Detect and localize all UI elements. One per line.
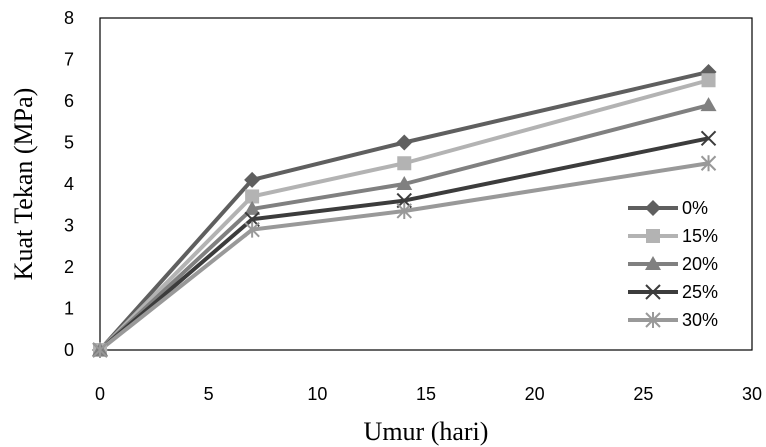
legend-marker <box>646 229 660 243</box>
series-line <box>98 136 709 352</box>
y-tick-label: 6 <box>64 91 74 111</box>
y-tick-label: 3 <box>64 216 74 236</box>
data-point <box>397 156 412 171</box>
y-tick-label: 8 <box>64 8 74 28</box>
legend-marker <box>645 312 661 328</box>
series-line <box>98 78 710 352</box>
x-tick-label: 0 <box>95 384 105 404</box>
x-tick-label: 30 <box>742 384 762 404</box>
x-tick-label: 10 <box>307 384 327 404</box>
legend-marker <box>645 256 661 270</box>
y-tick-label: 0 <box>64 340 74 360</box>
data-point <box>396 176 413 190</box>
x-tick-label: 5 <box>204 384 214 404</box>
series-line <box>98 70 709 352</box>
data-point <box>92 342 108 358</box>
data-point <box>244 221 260 238</box>
legend-marker <box>645 284 661 300</box>
series-line <box>98 161 709 352</box>
legend-label: 25% <box>682 282 718 302</box>
data-point <box>244 200 261 215</box>
data-point <box>396 202 412 219</box>
data-point <box>700 155 717 172</box>
legend-label: 0% <box>682 198 708 218</box>
y-tick-label: 1 <box>64 299 74 319</box>
x-tick-label: 15 <box>416 384 436 404</box>
x-tick-label: 25 <box>633 384 653 404</box>
legend-label: 20% <box>682 254 718 274</box>
y-tick-label: 2 <box>64 257 74 277</box>
y-axis-title: Kuat Tekan (MPa) <box>9 88 38 281</box>
plot-area <box>99 17 753 351</box>
data-point <box>700 97 717 112</box>
series-line <box>98 103 710 352</box>
y-tick-label: 7 <box>64 50 74 70</box>
data-point <box>245 189 260 204</box>
y-tick-label: 5 <box>64 133 74 153</box>
y-tick-label: 4 <box>64 174 74 194</box>
x-axis-title: Umur (hari) <box>364 417 489 446</box>
legend-marker <box>645 200 661 216</box>
legend-label: 15% <box>682 226 718 246</box>
data-point <box>701 73 716 88</box>
x-tick-label: 20 <box>525 384 545 404</box>
legend-label: 30% <box>682 310 718 330</box>
data-point <box>244 171 261 188</box>
data-point <box>700 130 717 147</box>
data-point <box>396 134 413 151</box>
